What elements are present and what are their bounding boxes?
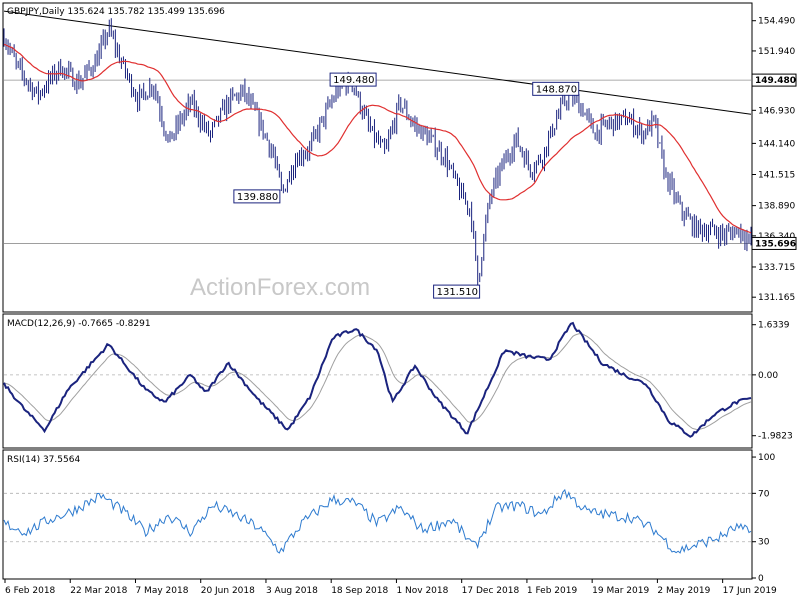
macd-tick-label: -1.9823 <box>758 432 793 442</box>
price-title: GBPJPY,Daily 135.624 135.782 135.499 135… <box>7 7 225 17</box>
price-tick-label: 154.490 <box>758 17 795 27</box>
macd-line <box>3 321 752 438</box>
x-tick-label: 22 Mar 2018 <box>70 586 127 596</box>
macd-panel <box>2 313 753 449</box>
rsi-line <box>3 488 752 554</box>
price-tick-label: 133.715 <box>758 263 795 273</box>
price-callout-label: 139.880 <box>237 192 278 203</box>
price-tick-label: 138.890 <box>758 202 795 212</box>
x-tick-label: 2 May 2019 <box>657 586 710 596</box>
price-callout-box <box>433 284 481 299</box>
price-callout-label: 148.870 <box>536 84 577 95</box>
x-tick-label: 7 May 2018 <box>135 586 188 596</box>
price-callout-box <box>329 72 377 87</box>
price-tick-label: 151.940 <box>758 47 795 57</box>
x-tick-label: 6 Feb 2018 <box>5 586 56 596</box>
x-tick-label: 3 Aug 2018 <box>266 586 318 596</box>
price-panel <box>2 2 753 313</box>
price-tick-label: 144.140 <box>758 139 795 149</box>
x-tick-label: 19 Mar 2019 <box>592 586 649 596</box>
price-tick-label: 146.930 <box>758 106 795 116</box>
last-price-tag: 135.696 <box>755 239 796 249</box>
x-tick-label: 1 Nov 2018 <box>396 586 448 596</box>
price-tick-label: 131.165 <box>758 293 795 303</box>
level-tag-box <box>751 73 797 87</box>
price-callout-label: 149.480 <box>333 75 374 86</box>
trendline <box>3 10 752 115</box>
price-callout-box <box>532 81 580 96</box>
rsi-tick-label: 70 <box>758 489 770 499</box>
rsi-tick-label: 100 <box>758 453 775 463</box>
last-price-tag-box <box>751 236 797 250</box>
level-tag: 149.480 <box>755 76 796 86</box>
macd-tick-label: 1.6339 <box>758 321 790 331</box>
rsi-tick-label: 30 <box>758 538 770 548</box>
macd-signal-line <box>3 333 752 431</box>
x-tick-label: 17 Dec 2018 <box>462 586 520 596</box>
rsi-tick-label: 0 <box>758 574 764 584</box>
macd-tick-label: 0.00 <box>758 371 778 381</box>
x-tick-label: 17 Jun 2019 <box>723 586 777 596</box>
x-tick-label: 1 Feb 2019 <box>527 586 578 596</box>
macd-title: MACD(12,26,9) -0.7665 -0.8291 <box>7 319 151 329</box>
watermark-text: ActionForex.com <box>190 274 370 301</box>
price-callout-box <box>233 189 281 204</box>
rsi-title: RSI(14) 37.5564 <box>7 455 80 465</box>
x-tick-label: 18 Sep 2018 <box>331 586 388 596</box>
moving-average-line <box>3 43 752 234</box>
price-callout-label: 131.510 <box>437 287 478 298</box>
price-tick-label: 136.340 <box>758 232 795 242</box>
x-tick-label: 20 Jun 2018 <box>201 586 255 596</box>
price-tick-label: 141.515 <box>758 171 795 181</box>
rsi-panel <box>2 449 753 580</box>
